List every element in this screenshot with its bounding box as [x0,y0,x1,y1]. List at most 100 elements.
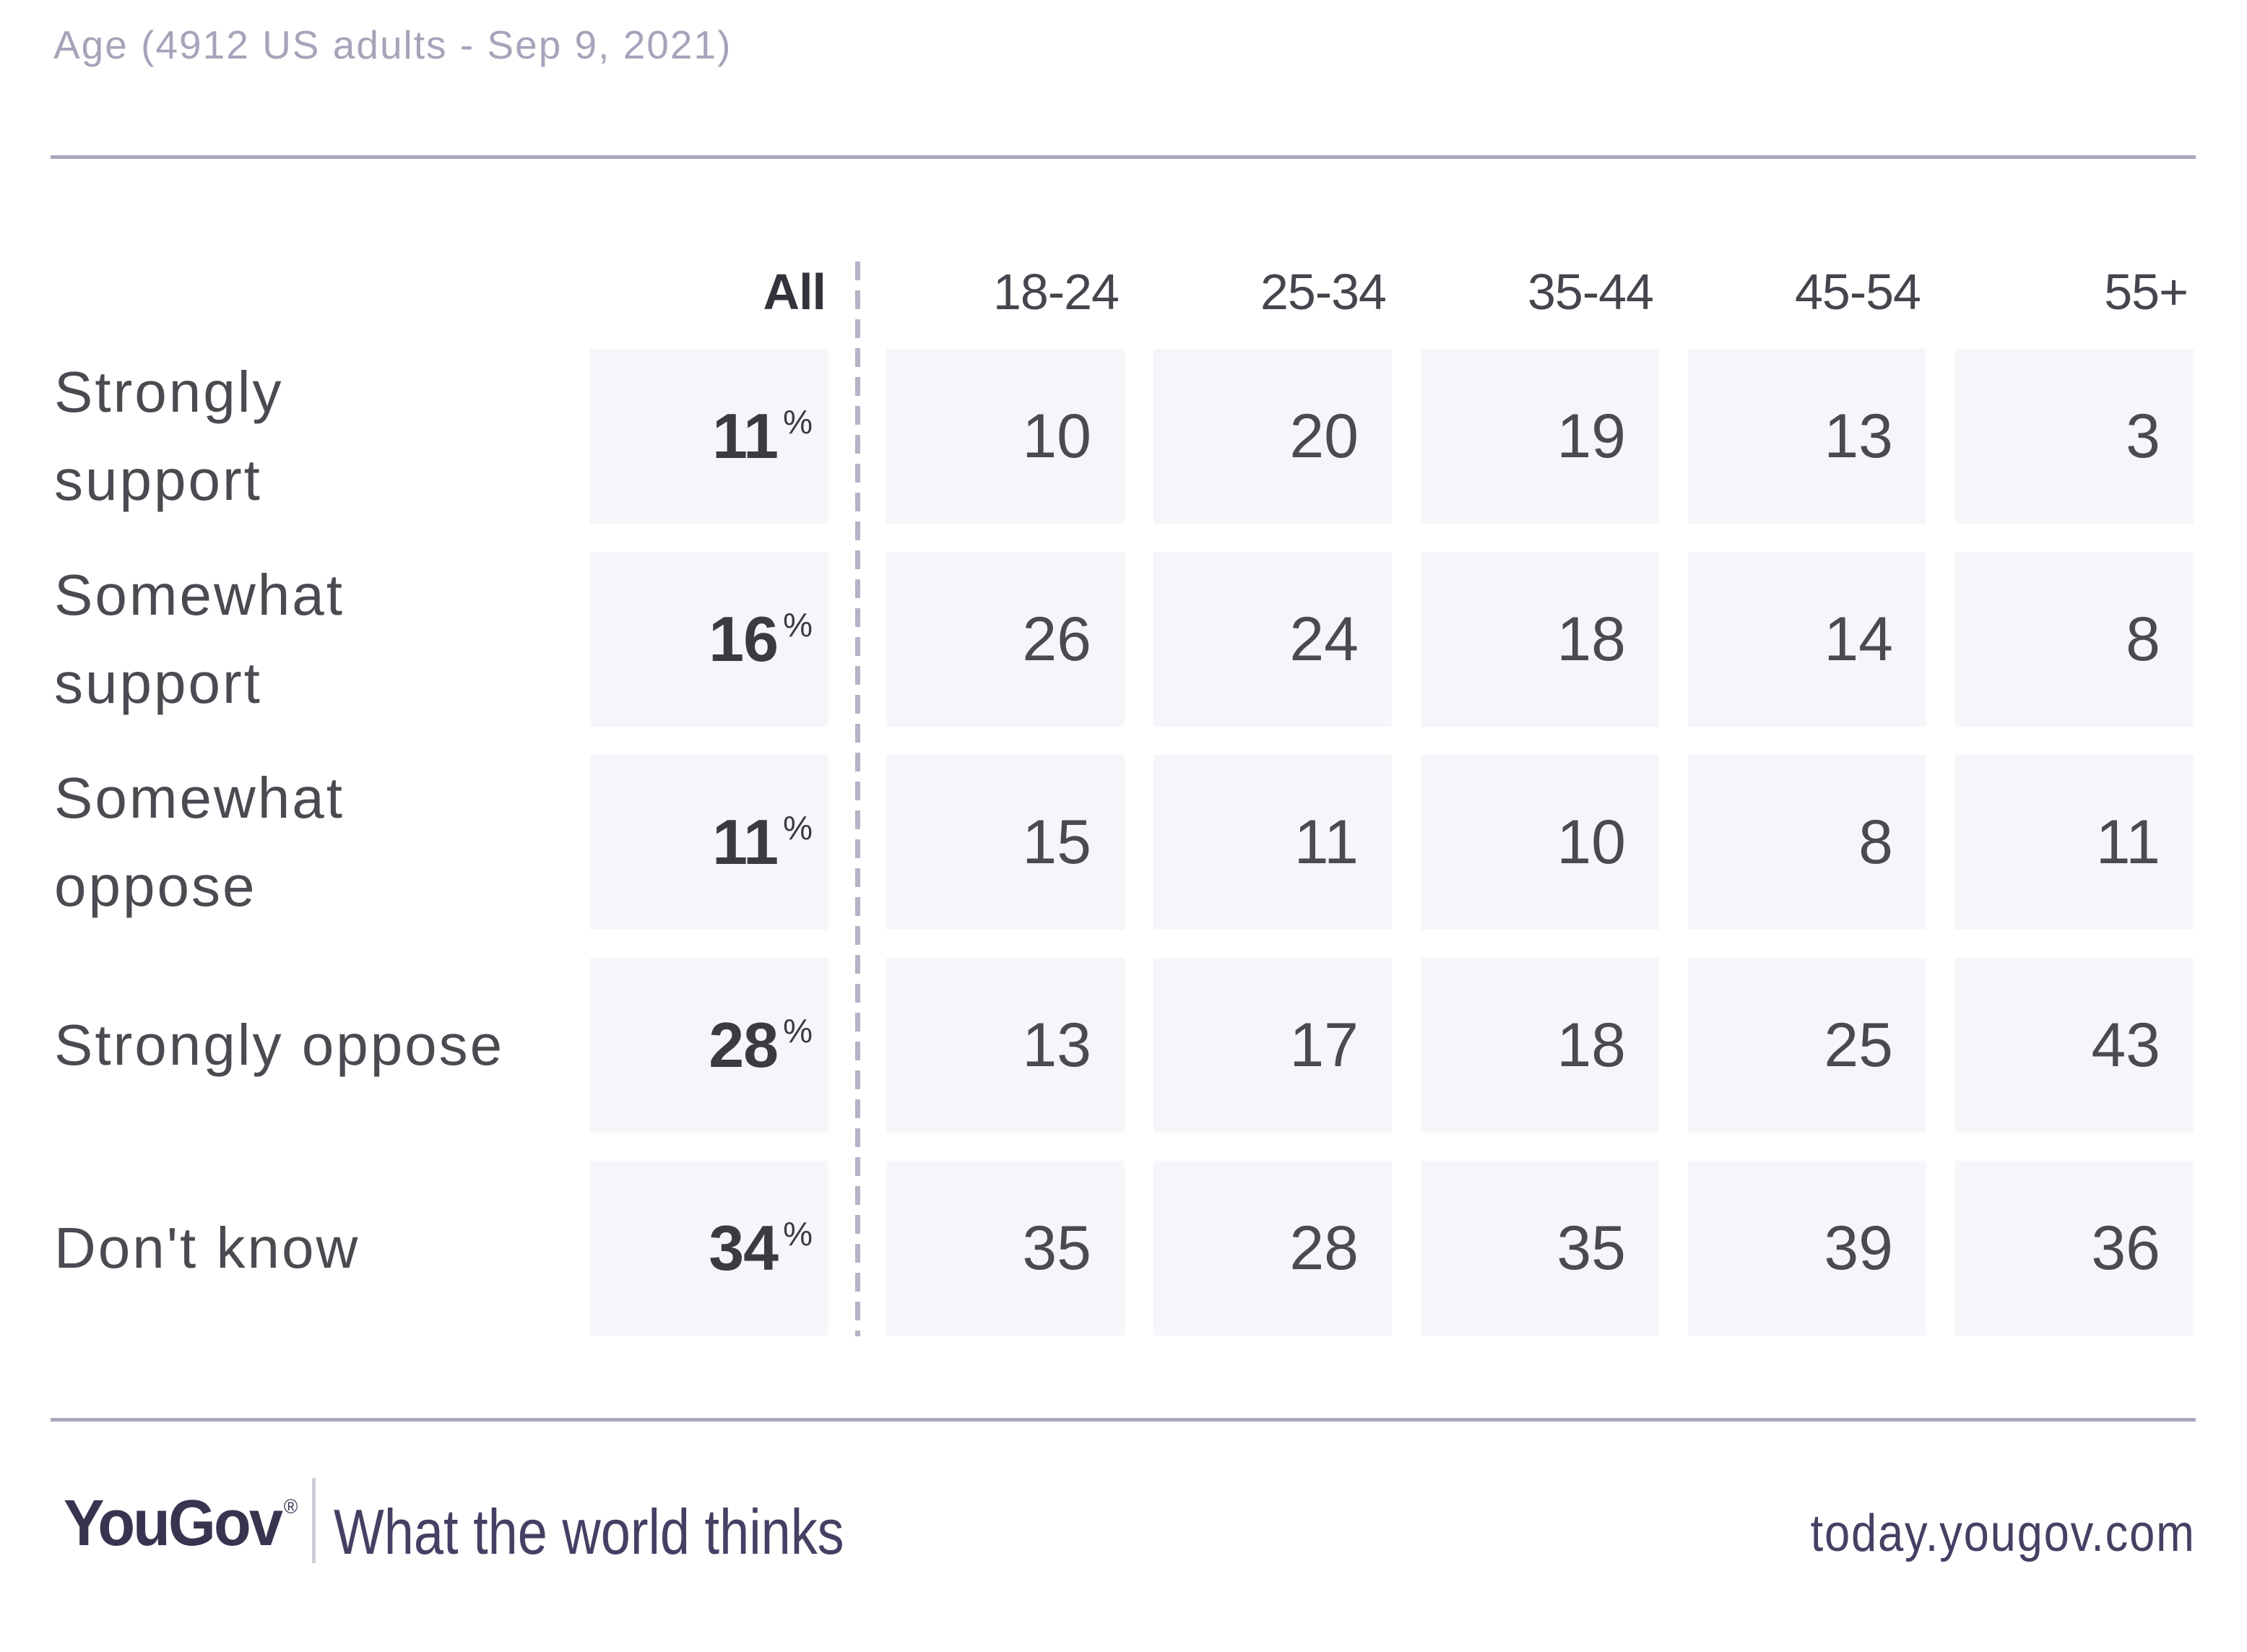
percent-sign: % [783,1215,813,1253]
age-value: 35 [1557,1213,1626,1283]
column-header-18-24: 18-24 [992,264,1120,320]
footer-rule [51,1418,2196,1422]
footer-divider [312,1478,316,1563]
all-percentage-value: 11 [712,400,779,472]
age-value: 3 [2126,401,2160,471]
column-header-25-34: 25-34 [1260,264,1387,320]
age-value: 13 [1824,401,1893,471]
cell-value-25-34: 24 [1153,552,1392,727]
cell-value-45-54: 39 [1688,1161,1926,1336]
cell-value-35-44: 18 [1421,552,1659,727]
all-percentage-value: 16 [709,603,779,675]
row-gap [828,1161,886,1336]
percent-sign: % [783,606,813,644]
cell-all-value: 11 % [590,755,828,930]
page-title: Age (4912 US adults - Sep 9, 2021) [53,22,732,67]
age-value: 36 [2091,1213,2160,1283]
poll-table: All 18-24 25-34 35-44 45-54 55+ Strongly… [0,256,2247,1364]
cell-value-35-44: 18 [1421,958,1659,1133]
cell-value-45-54: 8 [1688,755,1926,930]
table-row: Somewhat support 16 % 26 24 18 14 8 [0,552,2247,727]
age-value: 43 [2091,1010,2160,1080]
age-value: 18 [1557,604,1626,674]
percent-sign: % [783,809,813,847]
row-label: Somewhat support [54,552,590,727]
age-value: 11 [1294,807,1359,877]
cell-value-18-24: 26 [886,552,1125,727]
age-value: 11 [2095,807,2160,877]
row-label-text: Don't know [54,1216,360,1280]
yougov-logo: YouGov ® [64,1487,298,1561]
row-label-text: Strongly support [54,360,284,512]
row-label-text: Somewhat oppose [54,766,345,918]
all-percentage-value: 11 [712,806,779,878]
cell-value-55plus: 8 [1955,552,2194,727]
column-header-55plus: 55+ [2104,264,2188,320]
table-row: Somewhat oppose 11 % 15 11 10 8 11 [0,755,2247,930]
row-gap [828,958,886,1133]
footer-tagline: What the world thinks [334,1496,844,1567]
age-value: 15 [1022,807,1091,877]
row-label: Somewhat oppose [54,755,590,930]
cell-value-45-54: 13 [1688,349,1926,524]
cell-value-25-34: 11 [1153,755,1392,930]
age-value: 14 [1824,604,1893,674]
age-value: 35 [1022,1213,1091,1283]
row-gap [828,349,886,524]
row-gap [828,552,886,727]
all-percentage-value: 28 [709,1009,779,1081]
age-value: 25 [1824,1010,1893,1080]
top-rule [51,155,2196,159]
footer-url: today.yougov.com [1811,1505,2196,1562]
column-header-45-54: 45-54 [1794,264,1921,320]
cell-all-value: 11 % [590,349,828,524]
cell-all-value: 34 % [590,1161,828,1336]
cell-value-55plus: 43 [1955,958,2194,1133]
registered-trademark-icon: ® [283,1495,298,1518]
row-label: Strongly oppose [54,958,590,1133]
age-value: 19 [1557,401,1626,471]
table-body: Strongly support 11 % 10 20 19 13 3 Some… [0,349,2247,1336]
percent-sign: % [783,403,813,441]
age-value: 18 [1557,1010,1626,1080]
row-label-text: Strongly oppose [54,1013,505,1077]
age-value: 8 [2126,604,2160,674]
age-value: 10 [1557,807,1626,877]
cell-value-35-44: 35 [1421,1161,1659,1336]
age-value: 20 [1289,401,1359,471]
yougov-logo-text: YouGov [64,1487,283,1560]
row-label-text: Somewhat support [54,563,345,715]
cell-value-55plus: 3 [1955,349,2194,524]
table-row: Strongly support 11 % 10 20 19 13 3 [0,349,2247,524]
table-row: Strongly oppose 28 % 13 17 18 25 43 [0,958,2247,1133]
row-label: Strongly support [54,349,590,524]
cell-value-45-54: 25 [1688,958,1926,1133]
cell-value-55plus: 11 [1955,755,2194,930]
cell-all-value: 16 % [590,552,828,727]
age-value: 28 [1289,1213,1359,1283]
table-row: Don't know 34 % 35 28 35 39 36 [0,1161,2247,1336]
age-value: 10 [1022,401,1091,471]
age-value: 24 [1289,604,1359,674]
age-value: 17 [1289,1010,1359,1080]
cell-value-25-34: 17 [1153,958,1392,1133]
all-column-dashed-divider [855,261,860,1336]
cell-value-55plus: 36 [1955,1161,2194,1336]
age-value: 39 [1824,1213,1893,1283]
cell-value-25-34: 28 [1153,1161,1392,1336]
column-header-35-44: 35-44 [1527,264,1654,320]
table-header-row: All 18-24 25-34 35-44 45-54 55+ [0,256,2247,321]
age-value: 8 [1858,807,1893,877]
cell-value-25-34: 20 [1153,349,1392,524]
cell-all-value: 28 % [590,958,828,1133]
cell-value-45-54: 14 [1688,552,1926,727]
all-percentage-value: 34 [709,1212,779,1284]
age-value: 26 [1022,604,1091,674]
cell-value-35-44: 10 [1421,755,1659,930]
column-header-all: All [763,264,826,320]
percent-sign: % [783,1012,813,1050]
cell-value-18-24: 35 [886,1161,1125,1336]
age-value: 13 [1022,1010,1091,1080]
cell-value-18-24: 13 [886,958,1125,1133]
